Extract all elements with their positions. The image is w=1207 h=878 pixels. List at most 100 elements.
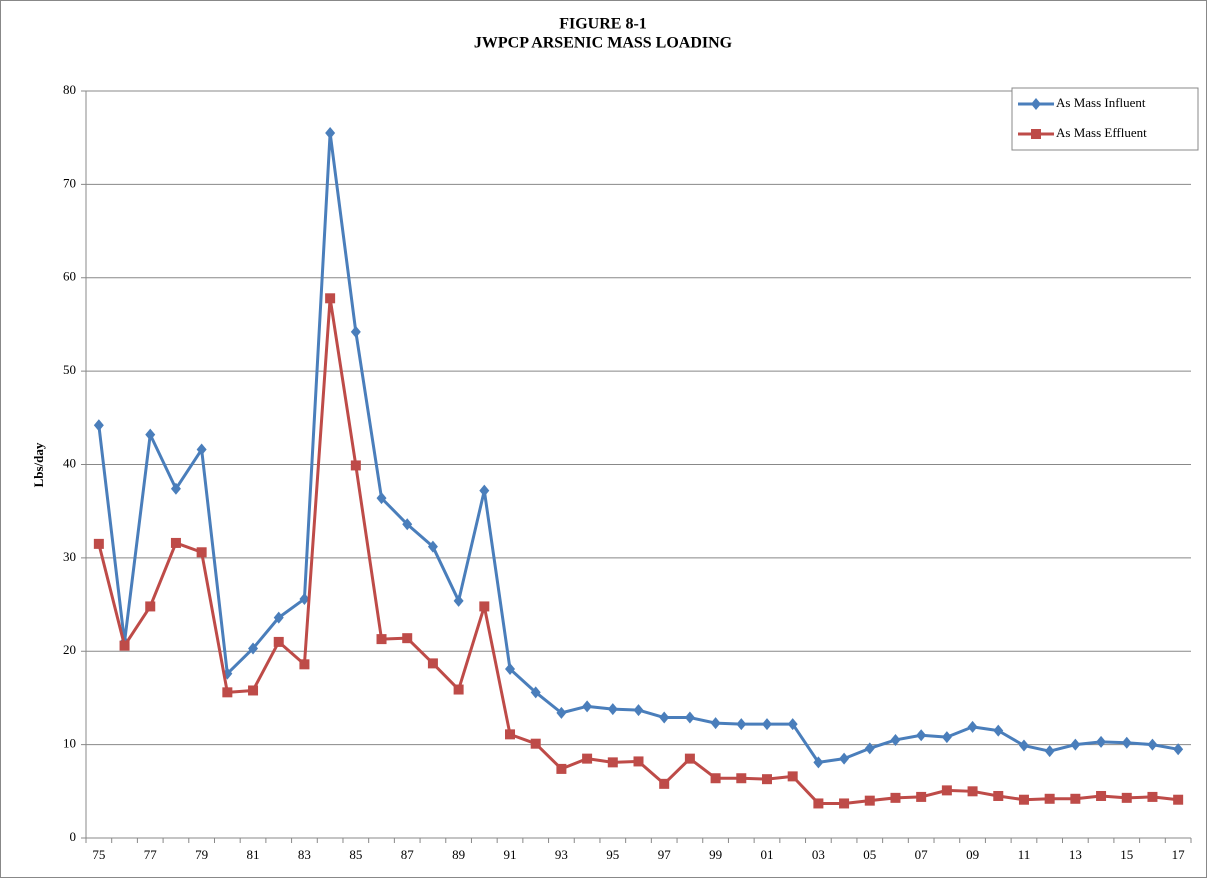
point — [993, 790, 1004, 801]
point — [556, 763, 567, 774]
x-tick-label: 13 — [1069, 847, 1082, 862]
point — [93, 419, 104, 432]
legend-marker — [1031, 98, 1041, 110]
legend-label: As Mass Effluent — [1056, 125, 1147, 140]
point — [659, 711, 670, 724]
point — [119, 640, 130, 651]
point — [1096, 735, 1107, 748]
point — [890, 733, 901, 746]
point — [505, 729, 516, 740]
point — [1044, 745, 1055, 758]
point — [479, 601, 490, 612]
point — [787, 771, 798, 782]
point — [993, 724, 1004, 737]
point — [1018, 794, 1029, 805]
point — [684, 711, 695, 724]
point — [839, 798, 850, 809]
point — [813, 798, 824, 809]
point — [890, 792, 901, 803]
x-tick-label: 79 — [195, 847, 208, 862]
x-tick-label: 17 — [1172, 847, 1186, 862]
point — [1147, 791, 1158, 802]
point — [1044, 793, 1055, 804]
y-tick-label: 60 — [63, 269, 76, 284]
x-tick-label: 01 — [760, 847, 773, 862]
x-tick-label: 81 — [247, 847, 260, 862]
point — [248, 685, 259, 696]
x-tick-label: 89 — [452, 847, 465, 862]
point — [633, 704, 644, 717]
point — [248, 642, 259, 655]
point — [376, 634, 387, 645]
point — [941, 731, 952, 744]
point — [170, 482, 181, 495]
point — [710, 717, 721, 730]
x-tick-label: 07 — [915, 847, 929, 862]
y-tick-label: 40 — [63, 455, 76, 470]
point — [864, 795, 875, 806]
point — [813, 756, 824, 769]
point — [350, 325, 361, 338]
point — [761, 718, 772, 731]
x-tick-label: 05 — [863, 847, 876, 862]
x-tick-label: 77 — [144, 847, 158, 862]
y-tick-label: 20 — [63, 642, 76, 657]
point — [1096, 790, 1107, 801]
point — [916, 791, 927, 802]
point — [530, 686, 541, 699]
point — [839, 752, 850, 765]
point — [196, 443, 207, 456]
y-tick-label: 70 — [63, 175, 76, 190]
point — [607, 703, 618, 716]
legend-box — [1011, 87, 1199, 151]
point — [402, 633, 413, 644]
point — [967, 786, 978, 797]
point — [1173, 743, 1184, 756]
point — [607, 757, 618, 768]
point — [633, 756, 644, 767]
point — [299, 592, 310, 605]
x-tick-label: 99 — [709, 847, 722, 862]
x-tick-label: 95 — [606, 847, 619, 862]
point — [530, 738, 541, 749]
point — [1018, 739, 1029, 752]
point — [376, 492, 387, 505]
point — [787, 718, 798, 731]
chart-subtitle: JWPCP ARSENIC MASS LOADING — [474, 35, 733, 52]
point — [273, 636, 284, 647]
x-tick-label: 75 — [92, 847, 105, 862]
point — [1070, 738, 1081, 751]
point — [453, 594, 464, 607]
point — [582, 700, 593, 713]
point — [761, 774, 772, 785]
x-tick-label: 85 — [349, 847, 362, 862]
point — [273, 611, 284, 624]
point — [145, 428, 156, 441]
point — [864, 742, 875, 755]
y-tick-label: 30 — [63, 549, 76, 564]
x-tick-label: 11 — [1018, 847, 1031, 862]
point — [427, 658, 438, 669]
point — [1121, 792, 1132, 803]
point — [736, 773, 747, 784]
point — [402, 518, 413, 531]
x-tick-label: 93 — [555, 847, 568, 862]
point — [325, 127, 336, 140]
point — [710, 773, 721, 784]
point — [170, 537, 181, 548]
x-tick-label: 87 — [401, 847, 415, 862]
point — [941, 785, 952, 796]
x-tick-label: 83 — [298, 847, 311, 862]
chart-title: FIGURE 8-1 — [559, 16, 647, 33]
point — [659, 778, 670, 789]
point — [1173, 794, 1184, 805]
y-tick-label: 0 — [70, 829, 77, 844]
y-tick-label: 80 — [63, 82, 76, 97]
point — [967, 720, 978, 733]
point — [1070, 793, 1081, 804]
point — [350, 460, 361, 471]
point — [1121, 736, 1132, 749]
legend-marker — [1031, 129, 1041, 139]
